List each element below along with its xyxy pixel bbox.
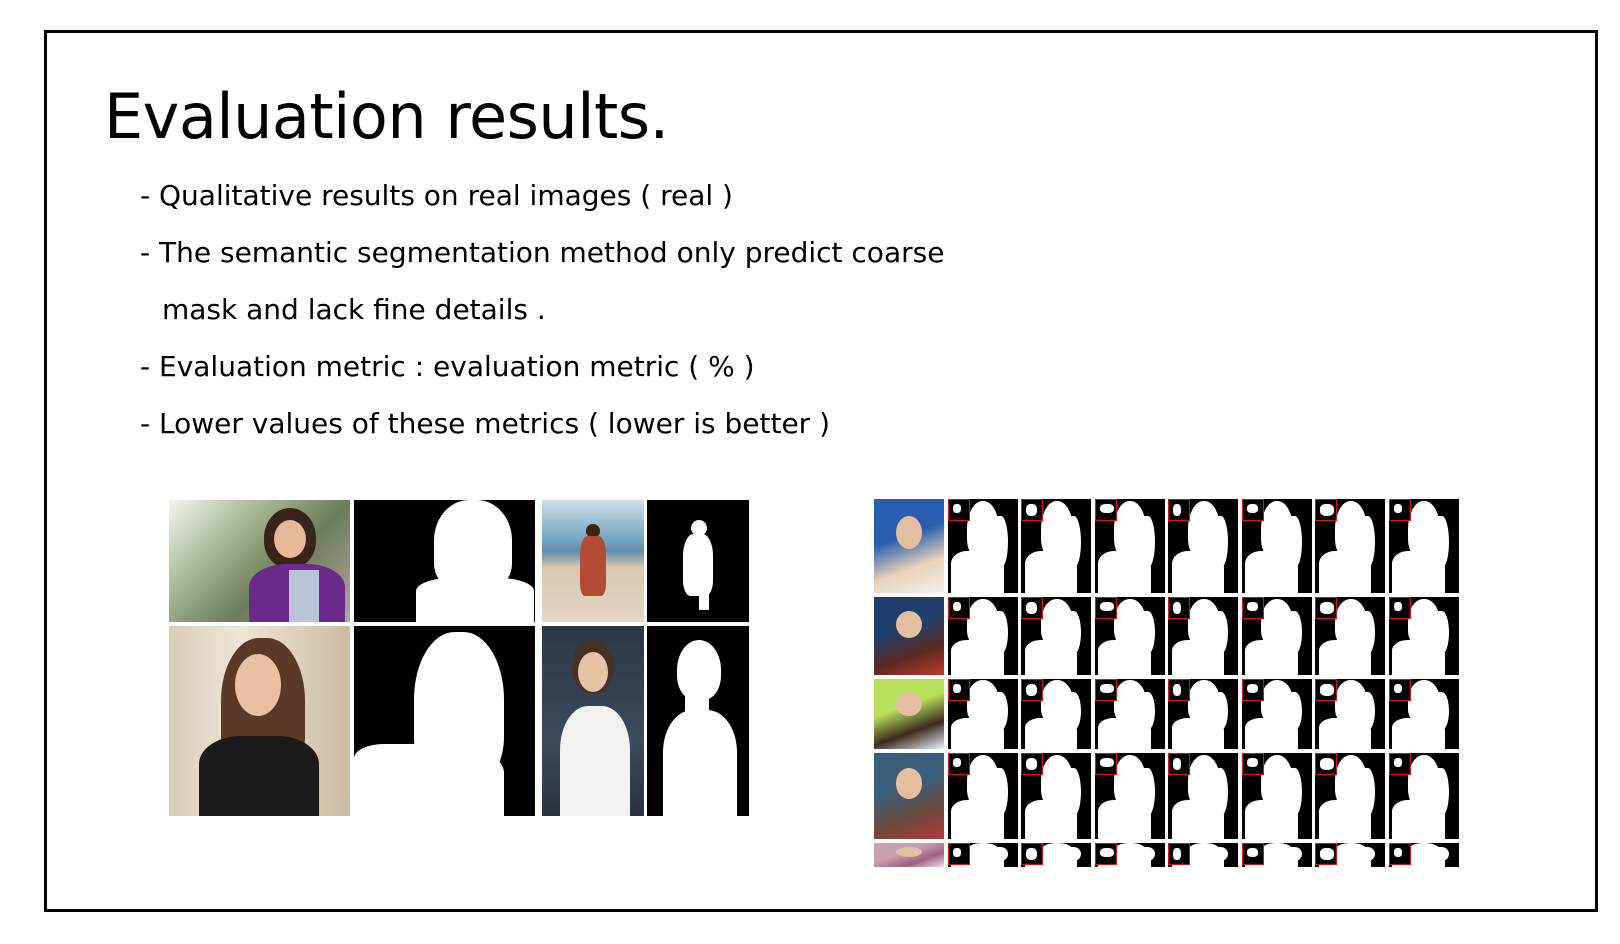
zoom-inset <box>1241 843 1264 865</box>
zoom-inset <box>947 597 970 619</box>
predicted-matte <box>1021 753 1091 839</box>
predicted-matte <box>1241 753 1312 839</box>
predicted-matte <box>1094 499 1165 593</box>
predicted-matte <box>1021 679 1091 749</box>
mask-woman-black-top <box>354 626 535 816</box>
bullet-evaluation-metric: - Evaluation metric : evaluation metric … <box>140 350 755 383</box>
zoom-inset <box>1241 679 1264 701</box>
mask-woman-white-dress <box>647 626 749 816</box>
zoom-inset <box>947 679 970 701</box>
predicted-matte <box>1094 843 1165 867</box>
zoom-inset <box>1094 499 1117 521</box>
zoom-inset <box>1168 753 1190 775</box>
zoom-inset <box>1168 843 1190 865</box>
predicted-matte <box>1241 843 1312 867</box>
bullet-list: - Qualitative results on real images ( r… <box>140 167 944 452</box>
predicted-matte <box>1021 499 1091 593</box>
predicted-matte <box>1094 597 1165 675</box>
input-thumbnail <box>874 679 944 749</box>
zoom-inset <box>1388 843 1411 865</box>
predicted-matte <box>1388 679 1459 749</box>
predicted-matte <box>947 843 1018 867</box>
predicted-matte <box>1168 679 1238 749</box>
predicted-matte <box>1168 597 1238 675</box>
zoom-inset <box>1388 597 1411 619</box>
method-comparison-grid <box>874 499 1486 867</box>
bullet-semantic-segmentation: - The semantic segmentation method only … <box>140 236 945 269</box>
bullet-semantic-segmentation-cont: mask and lack fine details . <box>162 293 546 326</box>
input-thumbnail <box>874 597 944 675</box>
predicted-matte <box>1241 679 1312 749</box>
predicted-matte <box>1315 843 1385 867</box>
matting-examples-figure <box>169 500 771 822</box>
zoom-inset <box>1388 499 1411 521</box>
zoom-inset <box>1315 753 1337 775</box>
input-thumbnail <box>874 843 944 867</box>
predicted-matte <box>1021 843 1091 867</box>
zoom-inset <box>1094 753 1117 775</box>
predicted-matte <box>1388 499 1459 593</box>
bullet-qualitative: - Qualitative results on real images ( r… <box>140 179 733 212</box>
predicted-matte <box>1094 753 1165 839</box>
zoom-inset <box>1315 679 1337 701</box>
predicted-matte <box>1241 597 1312 675</box>
zoom-inset <box>947 843 970 865</box>
predicted-matte <box>1388 843 1459 867</box>
zoom-inset <box>1168 679 1190 701</box>
zoom-inset <box>1021 597 1043 619</box>
predicted-matte <box>947 753 1018 839</box>
mask-woman-purple-cardigan <box>354 500 535 622</box>
zoom-inset <box>1315 499 1337 521</box>
predicted-matte <box>1094 679 1165 749</box>
input-thumbnail <box>874 753 944 839</box>
zoom-inset <box>1021 499 1043 521</box>
predicted-matte <box>947 499 1018 593</box>
photo-woman-purple-cardigan <box>169 500 350 622</box>
predicted-matte <box>1168 843 1238 867</box>
predicted-matte <box>1168 499 1238 593</box>
photo-woman-beach <box>542 500 644 622</box>
predicted-matte <box>1315 499 1385 593</box>
zoom-inset <box>1168 597 1190 619</box>
zoom-inset <box>1388 679 1411 701</box>
mask-woman-beach <box>647 500 749 622</box>
zoom-inset <box>1094 679 1117 701</box>
zoom-inset <box>1241 753 1264 775</box>
zoom-inset <box>947 753 970 775</box>
zoom-inset <box>1315 597 1337 619</box>
predicted-matte <box>1388 753 1459 839</box>
predicted-matte <box>1315 753 1385 839</box>
zoom-inset <box>1388 753 1411 775</box>
bullet-lower-values: - Lower values of these metrics ( lower … <box>140 407 831 440</box>
slide: Evaluation results. - Qualitative result… <box>44 30 1598 912</box>
predicted-matte <box>1315 597 1385 675</box>
zoom-inset <box>1241 597 1264 619</box>
zoom-inset <box>1094 843 1117 865</box>
predicted-matte <box>1021 597 1091 675</box>
zoom-inset <box>947 499 970 521</box>
zoom-inset <box>1168 499 1190 521</box>
photo-woman-white-dress <box>542 626 644 816</box>
photo-woman-black-top <box>169 626 350 816</box>
zoom-inset <box>1315 843 1337 865</box>
predicted-matte <box>1168 753 1238 839</box>
zoom-inset <box>1021 843 1043 865</box>
predicted-matte <box>947 679 1018 749</box>
predicted-matte <box>1241 499 1312 593</box>
zoom-inset <box>1094 597 1117 619</box>
zoom-inset <box>1241 499 1264 521</box>
zoom-inset <box>1021 679 1043 701</box>
slide-title: Evaluation results. <box>104 80 669 153</box>
predicted-matte <box>1388 597 1459 675</box>
zoom-inset <box>1021 753 1043 775</box>
predicted-matte <box>1315 679 1385 749</box>
input-thumbnail <box>874 499 944 593</box>
predicted-matte <box>947 597 1018 675</box>
